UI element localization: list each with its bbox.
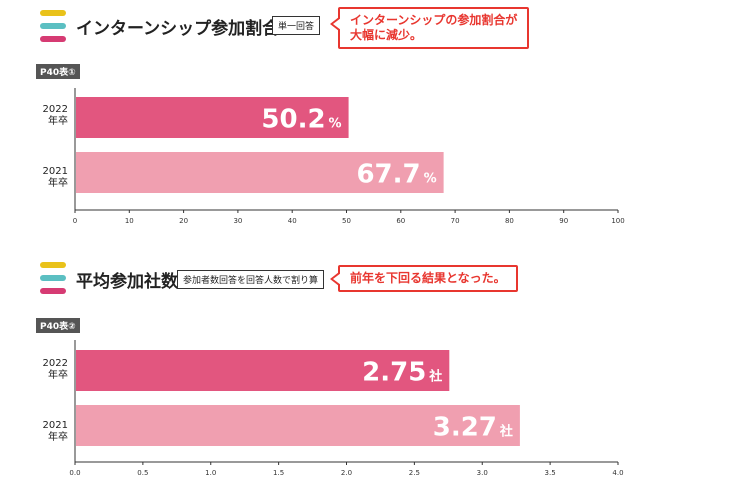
chart1-unit-label-2021: %: [424, 172, 437, 187]
callout-line2: 大幅に減少。: [350, 28, 423, 42]
chart1-tick-label: 40: [288, 217, 297, 225]
chart1-value-label-2021: 67.7: [356, 160, 420, 190]
chart2-tick-label: 3.5: [545, 469, 556, 477]
chart2-tick-label: 1.0: [205, 469, 216, 477]
chart2-tick-label: 2.5: [409, 469, 420, 477]
chart2-tick-label: 3.0: [477, 469, 488, 477]
chart2-unit-label-2022: 社: [428, 369, 442, 385]
chart1-tick-label: 50: [342, 217, 351, 225]
chart1-svg: 0 10 20 30 40 50 60 70 80 90 100 50.2 % 67.7%: [73, 88, 625, 225]
section1-callout: インターンシップの参加割合が 大幅に減少。: [330, 7, 530, 49]
section2-callout: 前年を下回る結果となった。: [330, 265, 518, 292]
chart1-bar-2021: [76, 152, 444, 193]
chart2-tick-label: 0.0: [69, 469, 80, 477]
chart1-tick-label: 60: [396, 217, 405, 225]
chart1-tick-label: 30: [233, 217, 242, 225]
pink-bullet-icon: [40, 36, 66, 42]
chart1-tick-label: 100: [611, 217, 624, 225]
chart1-ylabel-2022: 2022 年卒: [42, 104, 68, 127]
chart1-tick-label: 10: [125, 217, 134, 225]
chart2-unit-label-2021: 社: [499, 424, 513, 440]
chart1-value-label-2022: 50.2: [261, 105, 325, 135]
section1-tag: 単一回答: [272, 16, 321, 35]
chart1-tick-label: 20: [179, 217, 188, 225]
section1-ref-label: P40表①: [36, 64, 80, 79]
chart1-unit-label-2022: %: [329, 117, 342, 132]
chart2-tick-label: 1.5: [273, 469, 284, 477]
chart1-tick-label: 90: [559, 217, 568, 225]
section2-tag: 参加者数回答を回答人数で割り算: [177, 270, 325, 289]
chart2-ylabel-2021: 2021 年卒: [42, 420, 68, 443]
chart2-bar-2022: [76, 350, 450, 391]
chart2-tick-label: 4.0: [612, 469, 623, 477]
chart2-value-label-2022: 2.75: [362, 358, 426, 388]
chart2-tick-label: 2.0: [341, 469, 352, 477]
yellow-bullet-icon: [40, 10, 66, 16]
chart1-tick-label: 0: [73, 217, 77, 225]
section1-bullets: [40, 10, 66, 49]
section2-title: 平均参加社数: [76, 272, 178, 292]
chart1-ylabel-2021: 2021 年卒: [42, 166, 68, 189]
section2-ref-label: P40表②: [36, 318, 80, 333]
teal-bullet-icon: [40, 23, 66, 29]
section1-title: インターンシップ参加割合: [76, 19, 280, 39]
chart2-value-label-2021: 3.27: [433, 413, 497, 443]
yellow-bullet-icon: [40, 262, 66, 268]
chart2-bar-2021: [76, 405, 520, 446]
chart2-ylabel-2022: 2022 年卒: [42, 358, 68, 381]
callout-line1: インターンシップの参加割合が: [350, 13, 518, 27]
chart1-tick-label: 80: [505, 217, 514, 225]
chart2-tick-label: 0.5: [137, 469, 148, 477]
section2-bullets: [40, 262, 66, 301]
teal-bullet-icon: [40, 275, 66, 281]
chart1-tick-label: 70: [451, 217, 460, 225]
chart1-bar-2022: [76, 97, 349, 138]
callout-line1: 前年を下回る結果となった。: [350, 271, 506, 285]
pink-bullet-icon: [40, 288, 66, 294]
